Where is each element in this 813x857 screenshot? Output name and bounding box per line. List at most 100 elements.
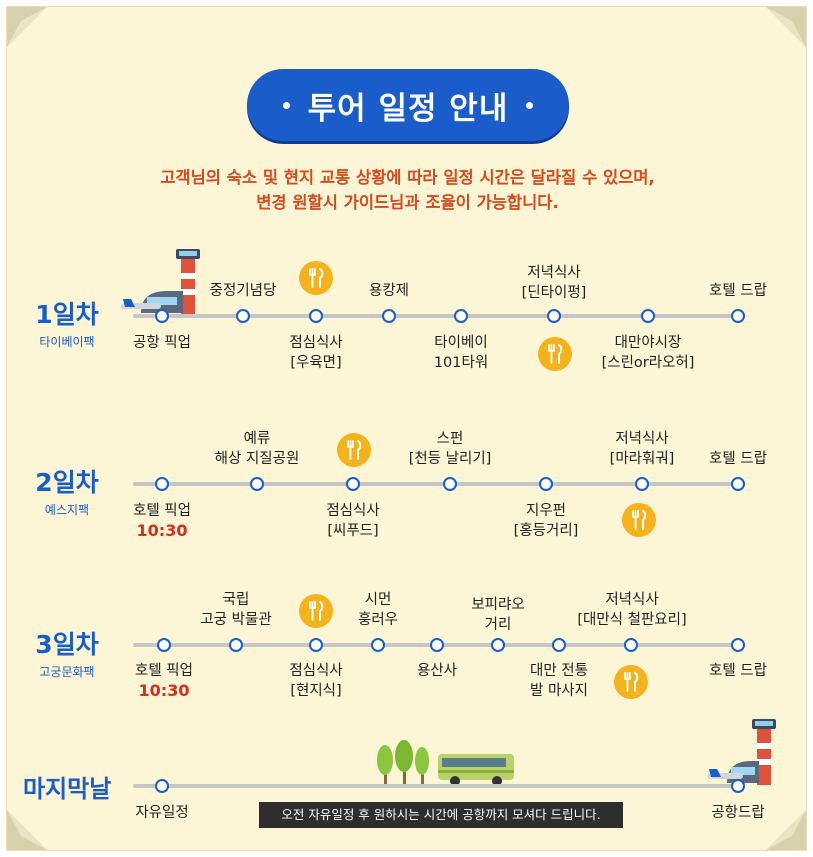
day-number: 2일차: [35, 468, 99, 497]
stop-label-line: 호텔 픽업: [133, 503, 191, 519]
stop-label-line: 호텔 픽업: [135, 663, 193, 679]
stop-label: 점심식사 [씨푸드]: [326, 501, 379, 541]
day-pack-name: 예스지팩: [44, 503, 90, 517]
stop-label-line: 시먼: [364, 592, 392, 608]
stop-label-line: [스린or라오허]: [601, 355, 695, 371]
stop-label-line: 대만야시장: [614, 335, 682, 351]
day-2-section: 2일차 예스지팩 예류 해상 지질공원 스펀 [천등 날리기] 저녁식사 [마라…: [7, 417, 806, 567]
day-3-label: 3일차 고궁문화팩: [17, 631, 117, 680]
day-pack-name: 고궁문화팩: [39, 665, 95, 679]
stop-label-line: 지우펀: [525, 503, 567, 519]
stop-label-line: 타이베이: [434, 335, 488, 351]
stop-marker: [641, 309, 655, 323]
stop-label: 스펀 [천등 날리기]: [409, 429, 492, 469]
stop-label-line: [홍등거리]: [513, 523, 579, 539]
bus-icon: [437, 752, 517, 792]
stop-label-line: 보피랴오: [471, 597, 525, 613]
stop-marker: [309, 638, 323, 652]
stop-label: 예류 해상 지질공원: [215, 429, 300, 469]
stop-marker: [250, 477, 264, 491]
stop-label-line: [마라훠궈]: [609, 451, 675, 467]
stop-label: 자유일정: [135, 805, 189, 821]
stop-label: 용캉제: [368, 283, 410, 299]
stop-label: 중정기념당: [209, 283, 277, 299]
corner-fold-top-right: [760, 7, 806, 53]
day-number: 1일차: [35, 300, 99, 329]
bullet-dot-icon: [282, 101, 290, 109]
stop-marker: [731, 309, 745, 323]
stop-marker: [382, 309, 396, 323]
page-title-text: 투어 일정 안내: [307, 90, 509, 127]
stop-label: 저녁식사 [딘타이펑]: [522, 263, 587, 303]
stop-marker: [371, 638, 385, 652]
stop-marker: [430, 638, 444, 652]
stop-label: 지우펀 [홍등거리]: [514, 501, 579, 541]
stop-label: 타이베이 101타워: [434, 333, 488, 373]
stop-label: 대만야시장 [스린or라오허]: [602, 333, 695, 373]
meal-fork-knife-icon: [299, 594, 333, 628]
stop-marker: [309, 309, 323, 323]
timeline-track: [133, 784, 745, 788]
stop-label: 호텔 픽업 10:30: [133, 501, 191, 541]
stop-marker: [552, 638, 566, 652]
stop-label: 국립 고궁 박물관: [200, 590, 271, 630]
stop-label-line: [우육면]: [290, 355, 342, 371]
stop-marker: [547, 309, 561, 323]
stop-label: 보피랴오 거리: [471, 595, 524, 635]
stop-marker: [229, 638, 243, 652]
stop-label: 호텔 드랍: [709, 663, 767, 679]
stop-marker: [346, 477, 360, 491]
corner-fold-bottom-right: [760, 804, 806, 850]
stop-label-line: 거리: [484, 617, 512, 633]
pickup-time: 10:30: [138, 681, 190, 700]
stop-marker: [635, 477, 649, 491]
notice-line: 변경 원할시 가이드님과 조율이 가능합니다.: [256, 193, 559, 212]
stop-label-line: 고궁 박물관: [200, 612, 272, 628]
notice-line: 고객님의 숙소 및 현지 교통 상황에 따라 일정 시간은 달라질 수 있으며,: [160, 168, 655, 187]
day-1-section: 1일차 타이베이팩 중정기념당 용캉제: [7, 247, 806, 397]
page-title: 투어 일정 안내: [247, 69, 569, 141]
bullet-dot-icon: [526, 101, 534, 109]
stop-label-line: [씨푸드]: [327, 523, 379, 539]
stop-label-line: 훙러우: [357, 612, 399, 628]
stop-label-line: 저녁식사: [615, 431, 669, 447]
day-pack-name: 타이베이팩: [39, 335, 95, 349]
meal-fork-knife-icon: [614, 665, 648, 699]
meal-fork-knife-icon: [299, 261, 333, 295]
meal-fork-knife-icon: [538, 337, 572, 371]
airport-tower-icon: [121, 247, 203, 319]
timeline-track: [133, 314, 745, 318]
stop-label: 대만 전통 발 마사지: [530, 661, 588, 701]
stop-marker: [491, 638, 505, 652]
day-number: 3일차: [35, 630, 99, 659]
stop-label-line: [딘타이펑]: [521, 285, 587, 301]
stop-label-line: [대만식 철판요리]: [577, 612, 687, 628]
corner-fold-bottom-left: [7, 804, 53, 850]
stop-marker: [236, 309, 250, 323]
stop-marker: [731, 477, 745, 491]
meal-fork-knife-icon: [337, 433, 371, 467]
pickup-time: 10:30: [136, 521, 188, 540]
stop-label-line: 해상 지질공원: [214, 451, 300, 467]
stop-label: 시먼 훙러우: [358, 590, 398, 630]
last-day-label: 마지막날: [23, 775, 112, 803]
timeline-track: [133, 482, 745, 486]
stop-label-line: 101타워: [433, 355, 489, 371]
schedule-poster: 투어 일정 안내 고객님의 숙소 및 현지 교통 상황에 따라 일정 시간은 달…: [6, 6, 807, 851]
stop-label-line: 점심식사: [289, 335, 343, 351]
stop-label: 공항드랍: [711, 805, 765, 821]
notice-text: 고객님의 숙소 및 현지 교통 상황에 따라 일정 시간은 달라질 수 있으며,…: [7, 165, 806, 215]
stop-label-line: 점심식사: [289, 663, 343, 679]
stop-marker: [155, 477, 169, 491]
stop-marker: [157, 638, 171, 652]
corner-fold-top-left: [7, 7, 53, 53]
stop-marker: [624, 638, 638, 652]
stop-marker: [443, 477, 457, 491]
day-2-label: 2일차 예스지팩: [17, 469, 117, 518]
stop-label: 점심식사 [우육면]: [289, 333, 342, 373]
stop-label-line: 저녁식사: [527, 265, 581, 281]
stop-label-line: 국립: [222, 592, 250, 608]
stop-label-line: 저녁식사: [605, 592, 659, 608]
stop-label: 저녁식사 [마라훠궈]: [610, 429, 675, 469]
stop-label: 호텔 픽업 10:30: [135, 661, 193, 701]
